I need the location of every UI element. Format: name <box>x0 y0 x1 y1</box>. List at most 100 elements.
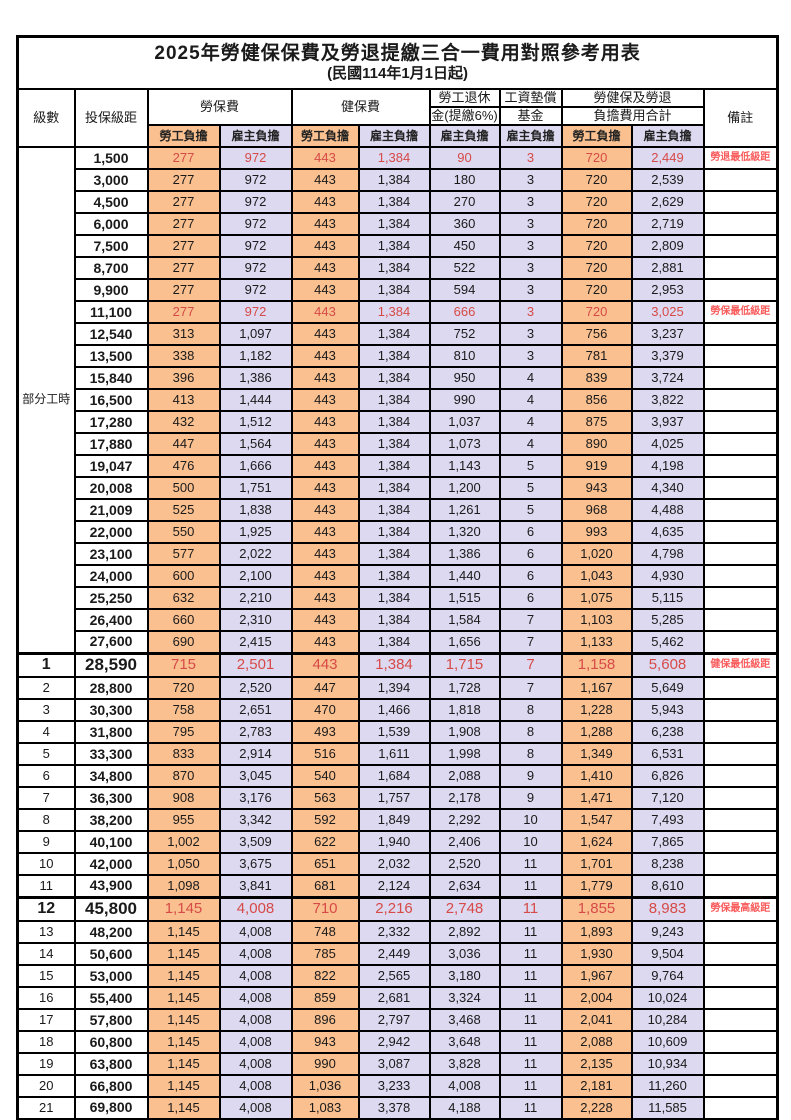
table-row: 7,500 277 972 443 1,384 450 3 720 2,809 <box>18 234 779 258</box>
value-labor-employee: 1,145 <box>146 942 221 966</box>
remark-cell <box>702 564 779 588</box>
table-row: 8 38,200 955 3,342 592 1,849 2,292 10 1,547 7,493 <box>16 808 779 832</box>
value-total-employee: 1,228 <box>560 698 633 722</box>
value-labor-employee: 795 <box>146 720 221 744</box>
value-total-employee: 2,135 <box>560 1052 633 1076</box>
bracket-cell: 16,500 <box>73 388 149 412</box>
bracket-cell: 9,900 <box>73 278 149 302</box>
value-total-employee: 720 <box>560 146 633 170</box>
value-wage-fund-employer: 8 <box>498 720 563 744</box>
value-wage-fund-employer: 3 <box>498 344 563 368</box>
value-total-employer: 3,724 <box>630 366 705 390</box>
value-total-employer: 10,609 <box>630 1030 705 1054</box>
value-pension-employer: 1,386 <box>428 542 501 566</box>
value-wage-fund-employer: 3 <box>498 300 563 324</box>
level-cell: 17 <box>16 1008 76 1032</box>
value-total-employee: 2,041 <box>560 1008 633 1032</box>
remark-cell <box>702 1030 779 1054</box>
remark-cell: 勞退最低級距 <box>702 146 779 170</box>
bracket-cell: 55,400 <box>73 986 149 1010</box>
value-wage-fund-employer: 11 <box>498 920 563 944</box>
value-wage-fund-employer: 9 <box>498 786 563 810</box>
value-pension-employer: 3,180 <box>428 964 501 988</box>
level-cell: 21 <box>16 1096 76 1120</box>
value-total-employer: 9,243 <box>630 920 705 944</box>
value-total-employee: 2,088 <box>560 1030 633 1054</box>
value-labor-employer: 1,386 <box>218 366 293 390</box>
bracket-cell: 40,100 <box>73 830 149 854</box>
value-total-employee: 720 <box>560 234 633 258</box>
remark-cell <box>702 322 779 346</box>
value-labor-employee: 955 <box>146 808 221 832</box>
value-total-employer: 3,379 <box>630 344 705 368</box>
value-pension-employer: 1,037 <box>428 410 501 434</box>
value-labor-employer: 3,176 <box>218 786 293 810</box>
value-labor-employer: 1,838 <box>218 498 293 522</box>
value-health-employer: 2,942 <box>357 1030 431 1054</box>
header-labor-insurance: 勞保費 <box>146 88 293 126</box>
value-labor-employee: 632 <box>146 586 221 610</box>
value-labor-employer: 2,914 <box>218 742 293 766</box>
value-pension-employer: 1,656 <box>428 630 501 654</box>
value-health-employer: 1,757 <box>357 786 431 810</box>
value-health-employee: 443 <box>290 454 360 478</box>
bracket-cell: 7,500 <box>73 234 149 258</box>
value-pension-employer: 2,178 <box>428 786 501 810</box>
value-wage-fund-employer: 3 <box>498 190 563 214</box>
value-total-employer: 5,649 <box>630 676 705 700</box>
value-health-employee: 443 <box>290 476 360 500</box>
table-row: 20,008 500 1,751 443 1,384 1,200 5 943 4,340 <box>18 476 779 500</box>
value-health-employer: 3,378 <box>357 1096 431 1120</box>
value-health-employer: 1,394 <box>357 676 431 700</box>
value-total-employee: 1,701 <box>560 852 633 876</box>
level-cell: 7 <box>16 786 76 810</box>
value-labor-employer: 1,182 <box>218 344 293 368</box>
value-health-employer: 1,384 <box>357 651 431 678</box>
value-pension-employer: 2,520 <box>428 852 501 876</box>
table-row: 22,000 550 1,925 443 1,384 1,320 6 993 4,635 <box>18 520 779 544</box>
value-pension-employer: 1,073 <box>428 432 501 456</box>
value-total-employee: 943 <box>560 476 633 500</box>
table-row: 11 43,900 1,098 3,841 681 2,124 2,634 11 1,779 8,… <box>16 874 779 898</box>
value-labor-employee: 720 <box>146 676 221 700</box>
level-cell: 8 <box>16 808 76 832</box>
value-wage-fund-employer: 3 <box>498 278 563 302</box>
value-labor-employee: 1,145 <box>146 920 221 944</box>
value-labor-employer: 3,509 <box>218 830 293 854</box>
value-wage-fund-employer: 7 <box>498 630 563 654</box>
subheader-total-employer: 雇主負擔 <box>630 124 705 148</box>
value-pension-employer: 810 <box>428 344 501 368</box>
value-health-employee: 896 <box>290 1008 360 1032</box>
value-health-employee: 592 <box>290 808 360 832</box>
value-total-employer: 8,238 <box>630 852 705 876</box>
value-labor-employee: 1,145 <box>146 895 221 922</box>
subheader-total-employee: 勞工負擔 <box>560 124 633 148</box>
bracket-cell: 45,800 <box>73 895 149 922</box>
remark-cell: 健保最低級距 <box>702 651 779 678</box>
bracket-cell: 48,200 <box>73 920 149 944</box>
subheader-pension-employer: 雇主負擔 <box>428 124 501 148</box>
bracket-cell: 42,000 <box>73 852 149 876</box>
value-labor-employer: 4,008 <box>218 1074 293 1098</box>
subheader-wage-fund-employer: 雇主負擔 <box>498 124 563 148</box>
value-labor-employer: 1,097 <box>218 322 293 346</box>
level-cell: 10 <box>16 852 76 876</box>
value-labor-employee: 715 <box>146 651 221 678</box>
remark-cell <box>702 498 779 522</box>
value-labor-employer: 2,651 <box>218 698 293 722</box>
value-health-employee: 748 <box>290 920 360 944</box>
value-total-employee: 2,181 <box>560 1074 633 1098</box>
value-health-employer: 1,384 <box>357 190 431 214</box>
value-health-employer: 1,384 <box>357 564 431 588</box>
table-title-cell: 2025年勞健保保費及勞退提繳三合一費用對照參考用表 (民國114年1月1日起) <box>16 35 779 90</box>
value-labor-employer: 4,008 <box>218 920 293 944</box>
value-wage-fund-employer: 11 <box>498 942 563 966</box>
value-total-employer: 8,610 <box>630 874 705 898</box>
table-row: 16 55,400 1,145 4,008 859 2,681 3,324 11 2,004 10… <box>16 986 779 1010</box>
value-total-employer: 10,284 <box>630 1008 705 1032</box>
value-labor-employee: 870 <box>146 764 221 788</box>
bracket-cell: 63,800 <box>73 1052 149 1076</box>
value-total-employee: 720 <box>560 300 633 324</box>
bracket-cell: 43,900 <box>73 874 149 898</box>
remark-cell <box>702 388 779 412</box>
